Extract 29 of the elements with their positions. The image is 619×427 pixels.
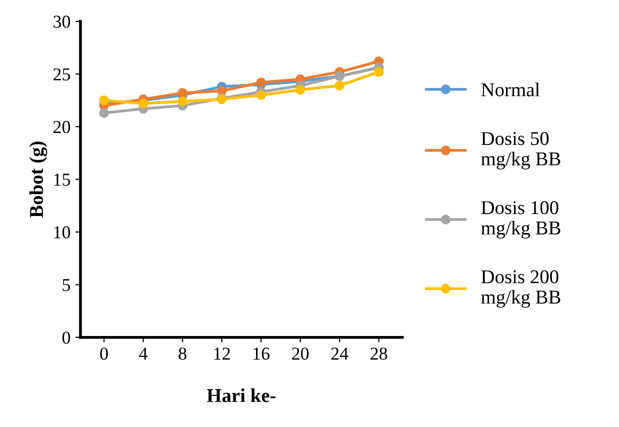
y-tick-label: 25 — [53, 68, 70, 80]
point — [99, 108, 109, 118]
legend-label: Normal — [481, 82, 540, 96]
y-tick-label: 0 — [62, 332, 70, 344]
point — [178, 96, 188, 106]
point — [374, 67, 384, 77]
point — [99, 95, 109, 106]
y-tick-label: 15 — [54, 174, 70, 186]
x-tick-label: 4 — [139, 348, 148, 360]
legend-label: Dosis 200 mg/kg BB — [481, 270, 560, 308]
x-tick-label: 24 — [331, 348, 348, 360]
legend-label: Dosis 50 mg/kg BB — [481, 132, 560, 170]
y-axis-title: Bobot (g) — [29, 142, 48, 218]
x-tick-label: 16 — [254, 348, 270, 360]
x-tick-label: 20 — [292, 348, 309, 360]
y-tick-label: 5 — [62, 279, 70, 292]
x-tick-label: 8 — [178, 348, 186, 360]
legend-label: Dosis 100 mg/kg BB — [481, 201, 560, 239]
y-tick-label: 30 — [54, 16, 70, 28]
y-tick-label: 10 — [54, 226, 70, 238]
point — [256, 90, 266, 100]
point — [295, 84, 306, 95]
x-tick-label: 0 — [100, 348, 108, 360]
x-axis-title: Hari ke- — [206, 388, 276, 402]
point — [334, 80, 344, 90]
y-tick-label: 20 — [53, 120, 70, 134]
x-tick-label: 28 — [370, 348, 388, 360]
x-tick-label: 12 — [214, 348, 230, 360]
point — [138, 98, 148, 108]
